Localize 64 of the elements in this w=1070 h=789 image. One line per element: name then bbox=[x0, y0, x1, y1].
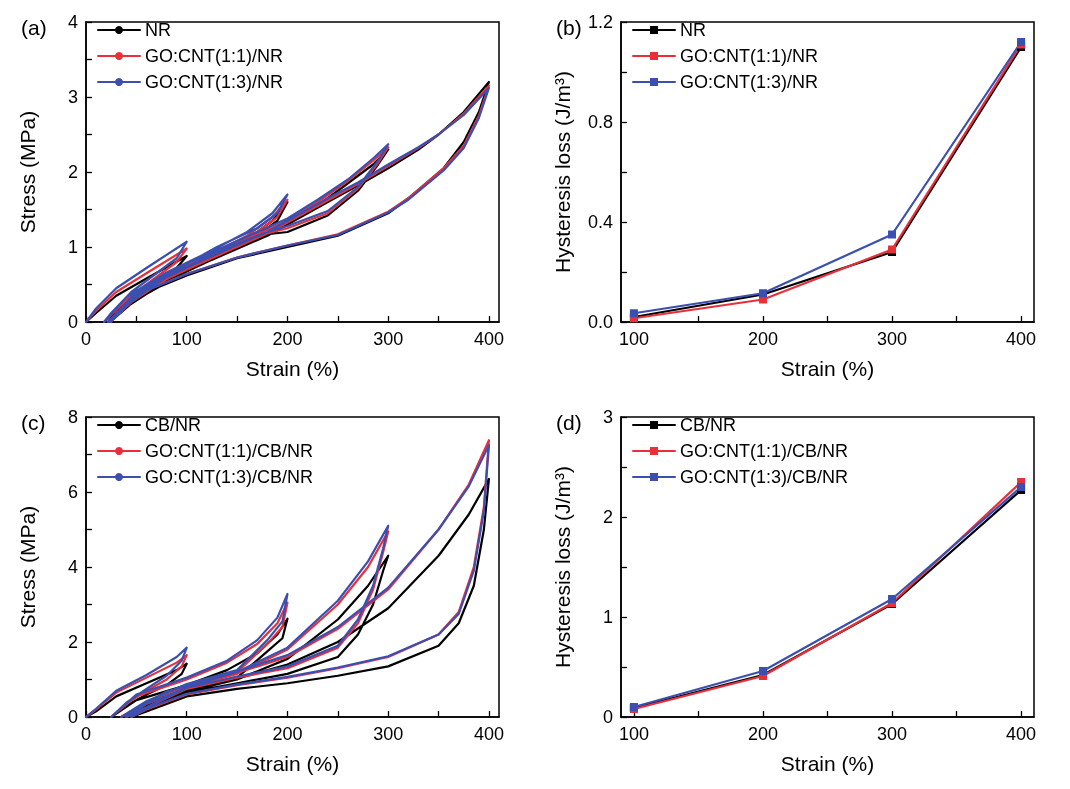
legend-label: CB/NR bbox=[680, 415, 737, 435]
x-tick-label: 100 bbox=[171, 329, 202, 349]
x-tick-label: 400 bbox=[1006, 329, 1037, 349]
x-axis-title: Strain (%) bbox=[245, 357, 340, 380]
x-axis-title: Strain (%) bbox=[780, 752, 875, 775]
legend-label: GO:CNT(1:3)/NR bbox=[680, 72, 819, 92]
y-tick-label: 0 bbox=[602, 707, 613, 727]
x-tick-label: 0 bbox=[80, 329, 92, 349]
x-tick-label: 100 bbox=[618, 724, 649, 744]
y-axis-title: Hysteresis loss (J/m³) bbox=[551, 71, 574, 273]
y-tick-label: 0 bbox=[67, 312, 78, 332]
x-tick-label: 300 bbox=[373, 724, 404, 744]
legend-label: CB/NR bbox=[145, 415, 202, 435]
x-tick-label: 200 bbox=[747, 329, 778, 349]
y-tick-label: 3 bbox=[602, 407, 613, 427]
point bbox=[888, 595, 897, 603]
y-tick-label: 4 bbox=[67, 12, 78, 32]
y-tick-label: 6 bbox=[67, 482, 78, 502]
y-tick-label: 0 bbox=[67, 707, 78, 727]
x-tick-label: 100 bbox=[618, 329, 649, 349]
legend-label: GO:CNT(1:1)/CB/NR bbox=[145, 441, 314, 461]
y-tick-label: 0.0 bbox=[587, 312, 613, 332]
y-tick-label: 4 bbox=[67, 557, 78, 577]
legend-label: GO:CNT(1:3)/CB/NR bbox=[680, 467, 849, 487]
x-tick-label: 100 bbox=[171, 724, 202, 744]
y-tick-label: 3 bbox=[67, 87, 78, 107]
chart-title: (c) bbox=[21, 411, 46, 434]
legend-label: GO:CNT(1:1)/CB/NR bbox=[680, 441, 849, 461]
y-tick-label: 2 bbox=[67, 632, 78, 652]
legend-label: GO:CNT(1:3)/CB/NR bbox=[145, 467, 314, 487]
x-tick-label: 200 bbox=[747, 724, 778, 744]
y-tick-label: 2 bbox=[602, 507, 613, 527]
x-tick-label: 400 bbox=[473, 724, 504, 744]
x-tick-label: 300 bbox=[877, 329, 908, 349]
x-tick-label: 200 bbox=[272, 329, 303, 349]
legend-label: NR bbox=[680, 20, 706, 40]
legend-label: NR bbox=[145, 20, 171, 40]
chart-title: (a) bbox=[21, 16, 47, 39]
legend-label: GO:CNT(1:3)/NR bbox=[145, 72, 284, 92]
x-tick-label: 0 bbox=[80, 724, 92, 744]
point bbox=[888, 230, 897, 239]
y-tick-label: 0.4 bbox=[587, 212, 613, 232]
legend-label: GO:CNT(1:1)/NR bbox=[680, 46, 819, 66]
y-tick-label: 1.2 bbox=[587, 12, 613, 32]
point bbox=[758, 667, 767, 675]
y-tick-label: 8 bbox=[67, 407, 78, 427]
x-axis-title: Strain (%) bbox=[245, 752, 340, 775]
x-tick-label: 300 bbox=[877, 724, 908, 744]
y-axis-title: Stress (MPa) bbox=[16, 505, 39, 629]
legend-label: GO:CNT(1:1)/NR bbox=[145, 46, 284, 66]
x-tick-label: 400 bbox=[1006, 724, 1037, 744]
y-axis-title: Stress (MPa) bbox=[16, 110, 39, 234]
chart-title: (b) bbox=[556, 16, 582, 39]
chart-title: (d) bbox=[556, 411, 582, 434]
y-axis-title: Hysteresis loss (J/m³) bbox=[551, 466, 574, 668]
x-tick-label: 300 bbox=[373, 329, 404, 349]
x-axis-title: Strain (%) bbox=[780, 357, 875, 380]
y-tick-label: 1 bbox=[602, 607, 613, 627]
y-tick-label: 1 bbox=[67, 237, 78, 257]
x-tick-label: 200 bbox=[272, 724, 303, 744]
y-tick-label: 0.8 bbox=[587, 112, 613, 132]
point bbox=[629, 309, 638, 318]
x-tick-label: 400 bbox=[473, 329, 504, 349]
y-tick-label: 2 bbox=[67, 162, 78, 182]
